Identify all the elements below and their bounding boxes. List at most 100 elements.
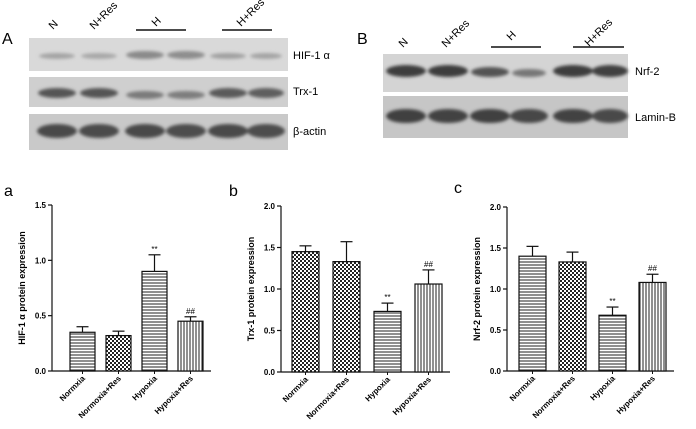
chart-nrf2: c 0.0 0.5 1.0 1.5 2.0 Nrf-2 protein expression…	[454, 180, 674, 420]
x-tick-label: Normxia	[508, 374, 537, 403]
y-tick-label: 1.5	[490, 244, 502, 253]
blot-band	[386, 109, 426, 123]
x-tick-label: Normoxia+Res	[305, 375, 352, 422]
blot-band	[79, 124, 119, 138]
y-tick-label: 2.0	[264, 202, 276, 211]
chart-panel-label: a	[4, 183, 13, 200]
y-tick-label: 1.5	[35, 201, 47, 210]
bar	[141, 270, 168, 372]
blot-panel-a: A N N+Res H H+Res HIF-1 α	[2, 0, 331, 150]
blot-band	[428, 109, 468, 123]
blot-band	[80, 88, 118, 98]
blot-b-panel-label: B	[357, 31, 368, 48]
y-tick-label: 2.0	[490, 203, 502, 212]
x-tick-label: Hypoxia+Res	[153, 374, 195, 416]
blot-panel-b: B N N+Res H H+Res Nrf-2	[357, 16, 676, 138]
chart-hif1a: a 0.0 0.5 1.0 1.5 HIF-1 α protein expression N…	[4, 183, 211, 420]
bar	[518, 255, 547, 372]
significance-mark: **	[384, 293, 390, 302]
blot-band	[208, 124, 248, 138]
blot-band	[209, 88, 247, 98]
blot-band	[81, 53, 117, 59]
blot-band	[510, 109, 548, 123]
y-tick-label: 1.5	[264, 244, 276, 253]
bar	[373, 310, 402, 373]
blot-band	[39, 53, 75, 59]
significance-mark: **	[151, 245, 157, 254]
chart-panel-label: c	[454, 180, 462, 197]
significance-mark: ##	[424, 260, 433, 269]
y-axis-label: Trx-1 protein expression	[246, 237, 256, 342]
blot-a-band-label-bactin: β-actin	[293, 126, 326, 138]
y-tick-label: 0.5	[490, 326, 502, 335]
blot-b-lane-label: H+Res	[583, 16, 616, 49]
bar	[414, 283, 443, 373]
y-axis-label: HIF-1 α protein expression	[17, 231, 27, 345]
x-tick-label: Normxia	[281, 375, 310, 404]
blot-band	[126, 91, 164, 99]
blot-band	[592, 109, 628, 123]
blot-b-band-label-nrf2: Nrf-2	[635, 66, 659, 78]
bar	[558, 261, 587, 372]
blot-band	[126, 51, 164, 59]
blot-band	[512, 69, 546, 77]
blot-band	[592, 65, 628, 77]
x-tick-label: Normoxia+Res	[531, 374, 578, 421]
bar	[105, 334, 132, 372]
y-tick-label: 0.5	[35, 312, 47, 321]
blot-b-lane-label: H	[505, 29, 519, 43]
blot-band	[470, 109, 510, 123]
blot-a-lane-label: H+Res	[235, 0, 268, 29]
x-tick-label: Hypoxia	[364, 375, 393, 404]
x-tick-label: Hypoxia+Res	[615, 374, 657, 416]
blot-b-band-label-laminb: Lamin-B	[635, 112, 676, 124]
y-tick-label: 0.5	[264, 327, 276, 336]
bar	[598, 314, 627, 372]
x-tick-label: Hypoxia+Res	[391, 375, 433, 417]
bar	[291, 251, 320, 373]
blot-band	[553, 65, 593, 77]
blot-band	[248, 88, 284, 98]
blot-band	[471, 67, 509, 77]
y-axis-label: Nrf-2 protein expression	[472, 237, 482, 341]
blot-a-lane-label: H	[150, 15, 164, 29]
blot-band	[247, 124, 285, 138]
bar	[638, 281, 667, 372]
bar	[332, 261, 361, 373]
blot-band	[167, 51, 205, 59]
significance-mark: ##	[648, 264, 657, 273]
y-tick-label: 1.0	[490, 285, 502, 294]
blot-a-lane-label: N	[47, 18, 61, 32]
blot-band	[428, 65, 468, 77]
x-tick-label: Hypoxia	[589, 374, 618, 403]
y-tick-label: 1.0	[35, 256, 47, 265]
y-tick-label: 0.0	[490, 367, 502, 376]
bar	[69, 331, 96, 372]
chart-panel-label: b	[229, 183, 238, 200]
blot-a-band-label-trx1: Trx-1	[293, 86, 318, 98]
blot-b-lane-label: N+Res	[440, 17, 473, 50]
y-tick-label: 1.0	[264, 285, 276, 294]
blot-b-lane-label: N	[397, 36, 411, 50]
blot-band	[38, 88, 76, 98]
y-tick-label: 0.0	[35, 367, 47, 376]
significance-mark: ##	[186, 307, 195, 316]
blot-a-band-label-hif1a: HIF-1 α	[293, 50, 331, 62]
significance-mark: **	[609, 297, 615, 306]
bar	[177, 320, 204, 372]
x-tick-label: Hypoxia	[131, 374, 160, 403]
blot-band	[210, 53, 246, 59]
x-tick-label: Normxia	[58, 374, 87, 403]
blot-a-panel-label: A	[2, 31, 13, 48]
blot-band	[125, 124, 165, 138]
blot-band	[250, 53, 282, 59]
blot-band	[553, 109, 593, 123]
blot-band	[167, 91, 205, 99]
blot-band	[386, 65, 426, 77]
blot-band	[166, 124, 206, 138]
chart-trx1: b 0.0 0.5 1.0 1.5 2.0 Trx-1 protein expression…	[229, 183, 450, 421]
blot-a-lane-label: N+Res	[88, 0, 121, 32]
y-tick-label: 0.0	[264, 368, 276, 377]
